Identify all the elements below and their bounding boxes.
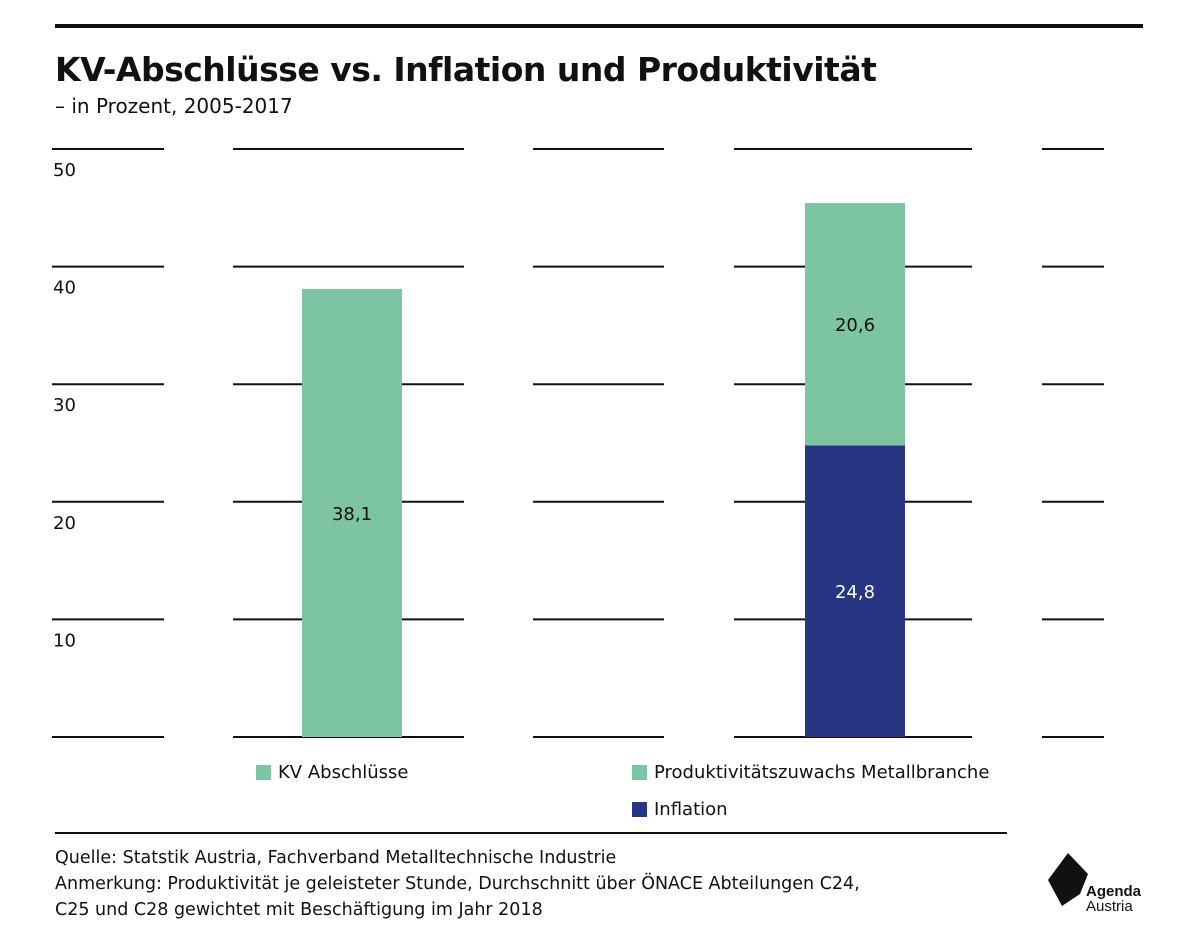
legend-label-inflation: Inflation xyxy=(654,799,728,820)
legend-swatch-green xyxy=(256,765,271,780)
legend-swatch-green xyxy=(632,765,647,780)
chart-title: KV-Abschlüsse vs. Inflation und Produkti… xyxy=(55,50,877,89)
footer: Quelle: Statstik Austria, Fachverband Me… xyxy=(55,845,860,923)
source-note: Quelle: Statstik Austria, Fachverband Me… xyxy=(55,848,617,868)
legend-item-inflation: Inflation xyxy=(632,799,728,820)
bar-segment xyxy=(805,203,905,446)
y-tick-label: 30 xyxy=(53,395,76,416)
bar-chart: 10 20 30 40 50 38,1 24,8 20,6 xyxy=(52,148,1104,738)
bar-segment xyxy=(302,288,402,737)
y-tick-label: 20 xyxy=(53,513,76,534)
logo-text: Agenda Austria xyxy=(1086,884,1141,914)
legend-swatch-navy xyxy=(632,802,647,817)
remark-line-2: C25 und C28 gewichtet mit Beschäftigung … xyxy=(55,900,543,920)
footer-rule xyxy=(55,832,1007,834)
legend-item-produktivitaet: Produktivitätszuwachs Metallbranche xyxy=(632,762,989,783)
legend-label-kv: KV Abschlüsse xyxy=(278,762,409,783)
y-tick-label: 50 xyxy=(53,160,76,181)
agenda-austria-logo xyxy=(1048,853,1088,906)
y-tick-label: 40 xyxy=(53,278,76,299)
data-label: 24,8 xyxy=(835,582,875,603)
legend-label-produktivitaet: Produktivitätszuwachs Metallbranche xyxy=(654,762,990,783)
data-label: 38,1 xyxy=(332,504,372,525)
chart-subtitle: – in Prozent, 2005-2017 xyxy=(55,94,293,118)
logo-mark-icon xyxy=(1048,853,1088,906)
data-label: 20,6 xyxy=(835,315,875,336)
logo-line-1: Agenda xyxy=(1086,883,1142,900)
logo-line-2: Austria xyxy=(1086,898,1133,915)
y-tick-label: 10 xyxy=(53,630,76,651)
bar-segment xyxy=(805,445,905,737)
top-rule xyxy=(55,24,1143,28)
remark-line-1: Anmerkung: Produktivität je geleisteter … xyxy=(55,874,860,894)
legend-item-kv: KV Abschlüsse xyxy=(256,762,409,783)
